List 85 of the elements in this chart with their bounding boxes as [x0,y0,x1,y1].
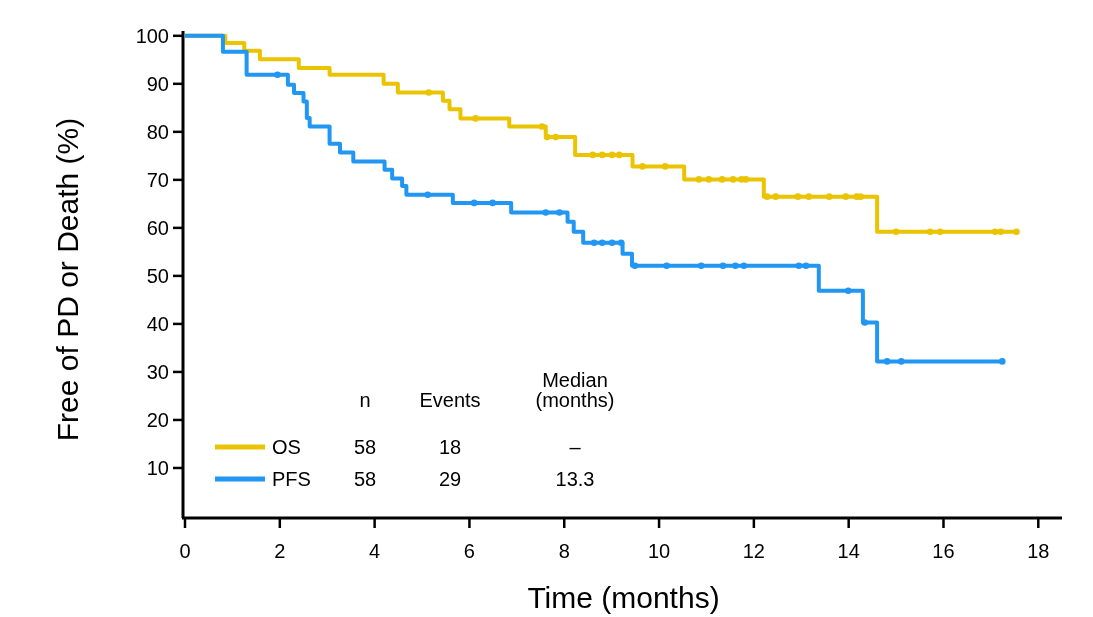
x-tick-label: 0 [179,540,191,562]
annotation: 58 [353,436,377,458]
x-tick-label: 2 [274,540,286,562]
x-tick-label: 8 [558,540,570,562]
point [794,193,802,200]
point [936,228,944,236]
x-tick-label: 4 [369,540,381,562]
legend-label: OS [272,436,301,458]
y-axis-title: Free of PD or Death (%) [51,117,84,442]
x-axis-title: Time (months) [527,581,720,614]
point [556,209,563,216]
point [695,176,703,183]
x-tick-label: 10 [647,540,671,562]
y-tick-label: 20 [146,408,169,431]
point [926,228,934,236]
point [663,262,670,270]
point [661,163,669,170]
point [732,262,739,270]
point [892,228,900,236]
point [470,199,478,207]
point [857,193,864,200]
point [697,262,705,270]
y-tick-label: 30 [146,360,169,383]
point [825,193,833,200]
point [543,133,551,141]
y-tick-label: 100 [135,24,169,47]
point [472,115,479,122]
point [742,176,750,183]
legend-label: PFS [272,468,311,490]
point [552,133,560,141]
point [998,358,1006,365]
point [489,199,496,207]
point [589,151,596,159]
point [997,228,1005,236]
point [842,193,850,200]
point [898,358,905,365]
point [631,262,639,270]
point [538,123,546,130]
point [425,89,432,96]
point [805,193,813,200]
point [844,287,852,295]
y-tick-label: 40 [146,312,169,335]
point [617,239,625,247]
annotation: 29 [438,468,462,490]
point [424,191,432,199]
annotation: 13.3 [555,468,595,490]
x-tick-label: 6 [463,540,475,562]
point [598,151,606,159]
point [274,71,281,78]
point [590,239,598,247]
point [719,262,727,270]
point [729,176,737,183]
annotation: 18 [438,436,462,458]
annotation: 58 [353,468,377,490]
annotation: Median (months) [535,369,615,411]
x-tick-label: 18 [1027,540,1050,562]
point [763,193,771,200]
point [740,262,748,270]
x-tick-label: 12 [742,540,765,562]
point [883,358,891,365]
point [639,163,646,170]
point [615,151,623,159]
annotation: – [569,436,582,458]
point [705,176,713,183]
point [608,151,616,159]
point [802,262,810,270]
y-tick-label: 50 [146,264,169,287]
y-tick-label: 70 [146,168,169,191]
y-tick-label: 90 [146,72,169,95]
point [542,209,550,216]
point [772,193,779,200]
point [608,239,616,247]
y-tick-label: 10 [146,456,169,479]
point [795,262,803,270]
point [718,176,726,183]
point [861,319,869,326]
annotation: Events [419,389,481,411]
point [598,239,606,247]
x-tick-label: 16 [932,540,955,562]
x-tick-label: 14 [837,540,860,562]
point [1013,228,1020,236]
annotation: n [359,389,371,411]
point [991,228,999,236]
y-tick-label: 80 [146,120,169,143]
y-tick-label: 60 [146,216,169,239]
